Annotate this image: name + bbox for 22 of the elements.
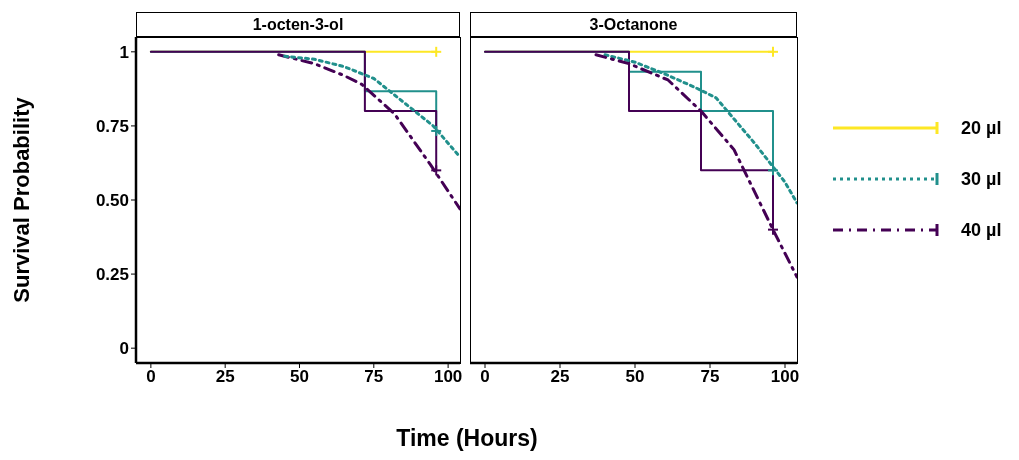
x-tick-label: 75: [700, 367, 720, 387]
legend-label: 40 µl: [961, 220, 1002, 240]
y-axis-title: Survival Probability: [9, 97, 35, 303]
x-tick-label: 0: [146, 367, 156, 387]
x-tick-label: 100: [770, 367, 800, 387]
x-axis-title: Time (Hours): [396, 424, 538, 452]
x-tick-label: 100: [433, 367, 463, 387]
chart-title: 1-octen-3-ol: [136, 12, 460, 37]
x-tick-label: 25: [215, 367, 235, 387]
legend-label: 30 µl: [961, 169, 1002, 189]
x-tick-label: 25: [550, 367, 570, 387]
y-tick-label: 0: [119, 339, 129, 359]
x-tick-label: 50: [625, 367, 645, 387]
x-tick-label: 75: [364, 367, 384, 387]
y-tick-label: 0.25: [95, 265, 129, 285]
y-tick-label: 0.75: [95, 116, 129, 136]
x-tick-label: 0: [480, 367, 490, 387]
y-tick-label: 0.50: [95, 191, 129, 211]
chart-title: 3-Octanone: [470, 12, 797, 37]
legend-label: 20 µl: [961, 118, 1002, 138]
x-tick-label: 50: [290, 367, 309, 387]
y-tick-label: 1: [119, 42, 129, 62]
